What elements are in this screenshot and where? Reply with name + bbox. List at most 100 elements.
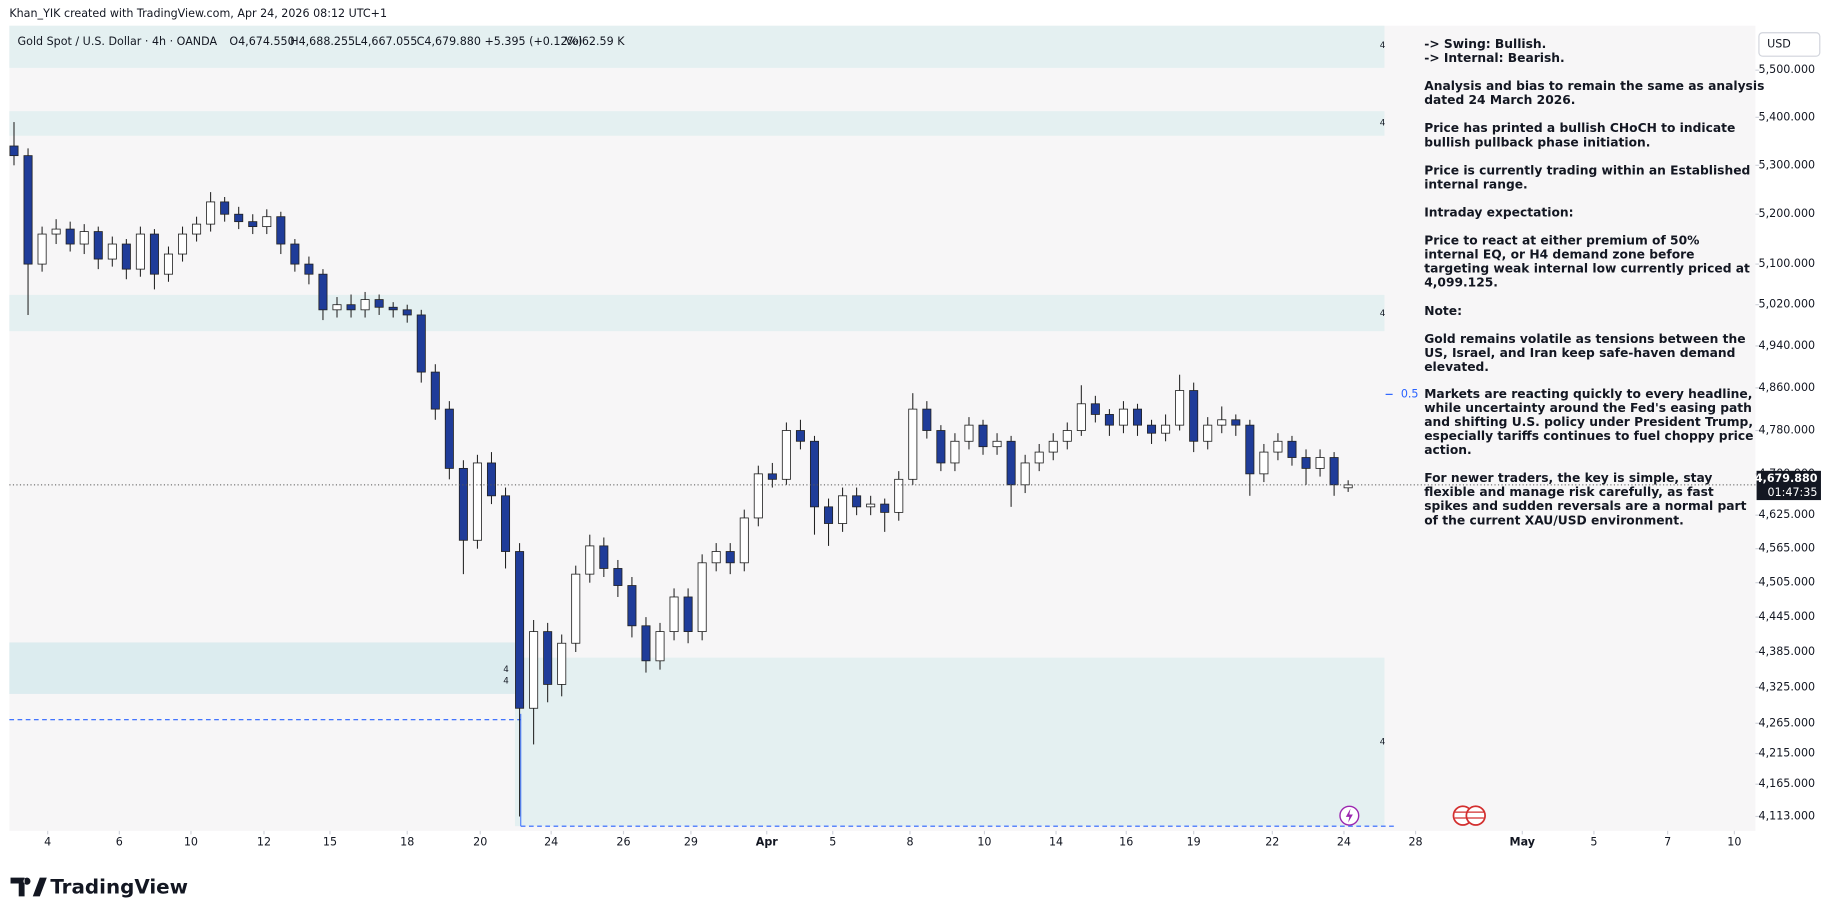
analysis-text: -> Internal: Bearish. [1424,51,1564,65]
candle-body [978,424,988,448]
analysis-text: spikes and sudden reversals are a normal… [1424,499,1746,513]
currency[interactable]: USD [1767,37,1791,50]
candle-body [79,231,89,245]
y-tick-label: 4,565.000 [1759,542,1816,555]
candle-body [1315,457,1325,469]
candle-body [1147,424,1157,434]
candle-body [880,503,890,513]
analysis-text: Gold remains volatile as tensions betwee… [1424,332,1745,346]
analysis-text: dated 24 March 2026. [1424,93,1575,107]
y-tick-label: 4,445.000 [1759,610,1816,623]
candle-body [304,263,314,275]
candle-body [1020,462,1030,486]
x-tick-label: 29 [684,836,698,849]
x-tick-label: 7 [1664,836,1671,849]
candle-body [37,233,47,265]
analysis-text: -> Swing: Bullish. [1424,37,1546,51]
candle-body [107,243,117,260]
x-tick-label: 5 [1590,836,1597,849]
candle-body [950,440,960,464]
candle-body [767,473,777,480]
analysis-text: bullish pullback phase initiation. [1424,135,1650,149]
candle-body [753,473,763,519]
y-tick-label: 5,200.000 [1759,207,1816,220]
candle-body [374,299,384,308]
candle-body [135,233,145,270]
candle-body [1329,457,1339,486]
y-tick-label: 4,325.000 [1759,680,1816,693]
x-tick-label: 10 [184,836,198,849]
candle-body [276,216,286,245]
candle-body [416,314,426,373]
x-tick-label: 18 [400,836,414,849]
candle-body [669,596,679,633]
x-tick-label: May [1510,836,1536,849]
ohlc-legend-item: +5.395 (+0.12%) [484,35,582,48]
analysis-text: of the current XAU/USD environment. [1424,513,1684,527]
created-by: Khan_YIK created with TradingView.com, A… [9,7,387,20]
candle-body [866,503,876,508]
candle-body [585,545,595,575]
candle-body [388,306,398,311]
analysis-text: elevated. [1424,360,1489,374]
zone [514,657,1385,827]
candle-body [739,517,749,564]
y-tick-label: 5,100.000 [1759,257,1816,270]
countdown: 01:47:35 [1768,486,1818,499]
y-tick-label: 5,400.000 [1759,110,1816,123]
y-tick-label: 4,165.000 [1759,777,1816,790]
analysis-text: Intraday expectation: [1424,205,1573,219]
currency-box[interactable] [1758,32,1821,57]
candle-body [486,462,496,497]
economic-event-icon[interactable] [1465,805,1486,826]
candle-body [795,430,805,442]
analysis-text: Markets are reacting quickly to every he… [1424,387,1752,401]
candle-body [1203,424,1213,442]
analysis-text: action. [1424,443,1471,457]
analysis-text: US, Israel, and Iran keep safe-haven dem… [1424,346,1735,360]
candle-body [557,642,567,685]
ohlc-legend-item: L4,667.055 [355,35,418,48]
candle-body [992,440,1002,448]
candle-body [543,631,553,685]
candle-body [444,408,454,469]
analysis-text: For newer traders, the key is simple, st… [1424,471,1712,485]
last-price-label: 4,679.880 [1755,472,1818,485]
candle-body [1189,390,1199,442]
candle-body [1118,408,1128,426]
candle-body [852,495,862,508]
symbol-title: Gold Spot / U.S. Dollar · 4h · OANDA [18,35,218,48]
candle-body [206,201,216,225]
y-tick-label: 5,300.000 [1759,158,1816,171]
y-tick-label: 4,215.000 [1759,747,1816,760]
y-tick-label: 4,625.000 [1759,508,1816,521]
y-tick-label: 4,860.000 [1759,381,1816,394]
x-tick-label: 26 [616,836,630,849]
candle-body [964,424,974,442]
candle-body [1231,419,1241,426]
x-tick-label: 15 [323,836,337,849]
zone [9,294,1385,332]
candle-body [472,462,482,541]
analysis-text: Note: [1424,304,1462,318]
candle-body [360,299,370,311]
x-tick-label: 20 [473,836,487,849]
candle-body [192,223,202,235]
ohlc-legend-item: O4,674.550 [229,35,294,48]
ohlc-legend-item: Vol62.59 K [565,35,625,48]
x-tick-label: 16 [1119,836,1133,849]
brand-logo [10,877,47,897]
y-tick-label: 4,113.000 [1759,809,1816,822]
candle-body [655,631,665,662]
candle-body [121,243,131,270]
candle-body [894,478,904,513]
candle-body [1259,451,1269,475]
candle-body [627,585,637,627]
candle-body [220,201,230,215]
candle-body [781,430,791,480]
candle-body [838,495,848,524]
candle-body [458,467,468,541]
x-tick-label: 22 [1265,836,1279,849]
y-tick-label: 4,940.000 [1759,339,1816,352]
